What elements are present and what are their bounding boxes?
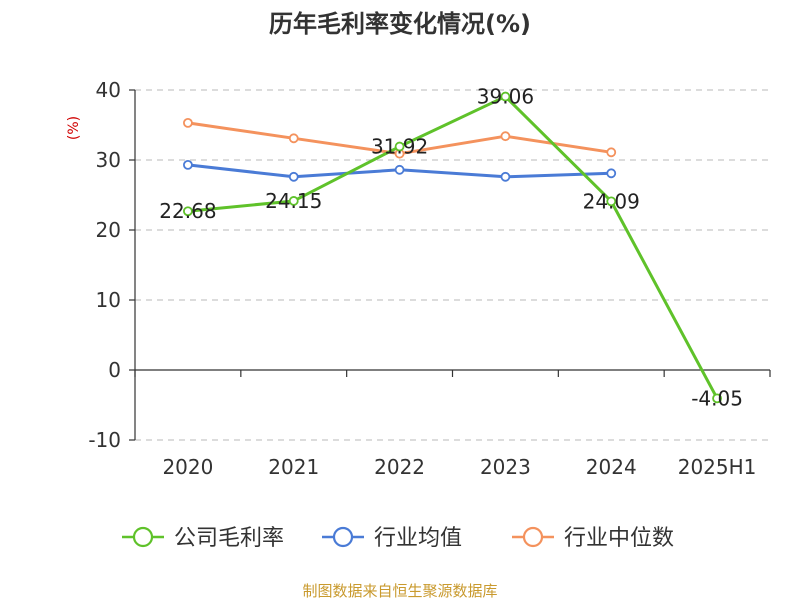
legend-swatch-marker bbox=[132, 526, 154, 548]
series-line-0 bbox=[187, 95, 719, 400]
data-point bbox=[183, 206, 193, 217]
y-tick-label: 20 bbox=[96, 218, 121, 242]
data-label: 24.15 bbox=[265, 189, 322, 213]
data-point bbox=[500, 91, 511, 102]
x-tick-label: 2025H1 bbox=[678, 455, 757, 479]
legend-label: 公司毛利率 bbox=[174, 526, 284, 551]
x-tick-label: 2023 bbox=[480, 455, 531, 479]
data-label: 22.68 bbox=[159, 199, 216, 223]
data-labels: 22.68 24.15 31.92 39.06 24.09 -4.05 bbox=[159, 85, 743, 411]
y-tick-label: 40 bbox=[96, 78, 121, 102]
x-tick-label: 2020 bbox=[162, 455, 213, 479]
x-tick-label: 2022 bbox=[374, 455, 425, 479]
data-point bbox=[394, 141, 405, 152]
legend-swatch-marker bbox=[332, 526, 354, 548]
data-point bbox=[606, 196, 617, 207]
data-label: -4.05 bbox=[691, 386, 743, 410]
y-tick-label: 30 bbox=[96, 148, 121, 172]
y-tick-label: -10 bbox=[88, 428, 121, 452]
x-tick-label: 2024 bbox=[586, 455, 637, 479]
axes: -10 0 10 20 30 40 2020 2021 2022 2023 2024 2025H1 bbox=[88, 78, 771, 479]
data-point bbox=[712, 393, 722, 404]
data-label: 24.09 bbox=[583, 189, 640, 213]
legend: 公司毛利率 行业均值 行业中位数 bbox=[122, 526, 674, 551]
y-tick-label: 10 bbox=[96, 288, 121, 312]
series-layer bbox=[183, 91, 722, 404]
x-tick-label: 2021 bbox=[268, 455, 319, 479]
data-label: 31.92 bbox=[371, 135, 428, 159]
data-point bbox=[606, 147, 617, 158]
data-point bbox=[288, 133, 299, 144]
data-point bbox=[183, 118, 193, 128]
data-point bbox=[288, 171, 299, 182]
data-point bbox=[500, 131, 511, 142]
data-point bbox=[606, 168, 617, 179]
grid-lines bbox=[135, 89, 770, 441]
legend-label: 行业均值 bbox=[374, 526, 462, 551]
data-point bbox=[500, 171, 511, 182]
legend-swatch-marker bbox=[522, 526, 544, 548]
data-label: 39.06 bbox=[477, 85, 534, 109]
data-point bbox=[183, 159, 193, 170]
source-note: 制图数据来自恒生聚源数据库 bbox=[302, 582, 497, 600]
y-tick-label: 0 bbox=[108, 358, 121, 382]
legend-label: 行业中位数 bbox=[564, 526, 674, 551]
y-axis-label: (%) bbox=[66, 116, 82, 140]
data-point bbox=[394, 164, 405, 175]
chart-title: 历年毛利率变化情况(%) bbox=[269, 10, 531, 38]
data-point bbox=[288, 196, 299, 206]
